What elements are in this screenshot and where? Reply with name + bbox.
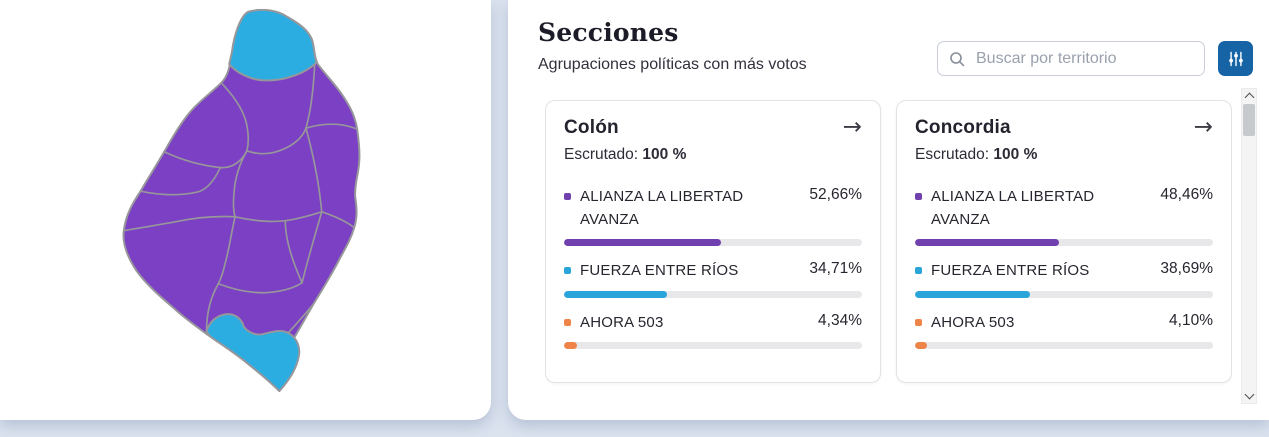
party-color-bullet <box>915 193 922 200</box>
party-bar <box>915 239 1213 246</box>
party-bar-fill <box>564 239 721 246</box>
arrow-right-icon[interactable]: → <box>842 114 862 140</box>
search-box[interactable] <box>937 41 1205 76</box>
party-name: FUERZA ENTRE RÍOS <box>580 262 739 279</box>
party-percent: 52,66% <box>809 186 862 203</box>
party-name: FUERZA ENTRE RÍOS <box>931 262 1090 279</box>
party-row: ALIANZA LA LIBERTAD AVANZA 48,46% <box>915 186 1213 246</box>
scroll-up-button[interactable] <box>1242 89 1256 103</box>
party-color-bullet <box>915 318 922 326</box>
vertical-scrollbar[interactable] <box>1241 88 1257 404</box>
map-department-cyan-north[interactable] <box>228 8 318 82</box>
party-color-bullet <box>915 267 922 274</box>
party-percent: 34,71% <box>809 260 862 277</box>
party-percent: 48,46% <box>1160 186 1213 203</box>
party-row: AHORA 503 4,10% <box>915 311 1213 349</box>
party-name: ALIANZA LA LIBERTAD AVANZA <box>580 188 744 228</box>
map-department-cyan-south[interactable] <box>205 313 301 393</box>
scrollbar-track[interactable] <box>1242 103 1256 389</box>
party-row: FUERZA ENTRE RÍOS 38,69% <box>915 260 1213 298</box>
party-percent: 4,10% <box>1169 311 1213 329</box>
map-panel <box>0 0 491 420</box>
chevron-up-icon <box>1244 92 1254 103</box>
party-row: ALIANZA LA LIBERTAD AVANZA 52,66% <box>564 186 862 246</box>
party-bar-fill <box>915 239 1060 246</box>
party-name: ALIANZA LA LIBERTAD AVANZA <box>931 188 1095 228</box>
party-color-bullet <box>564 267 571 274</box>
section-title: Concordia <box>915 116 1011 138</box>
page-subtitle: Agrupaciones políticas con más votos <box>538 56 807 73</box>
search-input[interactable] <box>974 48 1194 69</box>
escrutado-line: Escrutado: 100 % <box>564 146 687 163</box>
scrollbar-thumb[interactable] <box>1243 104 1255 136</box>
sliders-icon <box>1228 51 1243 66</box>
party-row: AHORA 503 4,34% <box>564 311 862 349</box>
party-name: AHORA 503 <box>580 313 664 331</box>
chevron-down-icon <box>1244 389 1254 400</box>
section-card-concordia[interactable]: Concordia → Escrutado: 100 % ALIANZA LA … <box>896 100 1232 383</box>
party-bar <box>564 342 862 349</box>
party-row: FUERZA ENTRE RÍOS 34,71% <box>564 260 862 298</box>
party-bar-fill <box>915 290 1031 298</box>
party-name: AHORA 503 <box>931 313 1015 331</box>
party-color-bullet <box>564 193 571 200</box>
section-card-colon[interactable]: Colón → Escrutado: 100 % ALIANZA LA LIBE… <box>545 100 881 383</box>
party-percent: 38,69% <box>1160 260 1213 277</box>
party-bar <box>915 342 1213 349</box>
party-color-bullet <box>564 318 571 326</box>
escrutado-line: Escrutado: 100 % <box>915 146 1038 163</box>
sections-scroll-area: Colón → Escrutado: 100 % ALIANZA LA LIBE… <box>545 88 1232 404</box>
party-bar <box>564 290 862 298</box>
party-bar-fill <box>915 342 928 349</box>
scroll-down-button[interactable] <box>1242 389 1256 403</box>
party-percent: 4,34% <box>818 311 862 329</box>
page-title: Secciones <box>538 18 679 47</box>
party-bar <box>915 290 1213 298</box>
party-bar <box>564 239 862 246</box>
secciones-panel: Secciones Agrupaciones políticas con más… <box>508 0 1269 420</box>
search-icon <box>950 51 965 66</box>
map-department-borders <box>122 60 359 334</box>
filter-button[interactable] <box>1218 41 1253 76</box>
party-bar-fill <box>564 342 577 349</box>
party-bar-fill <box>564 290 668 298</box>
entre-rios-map[interactable] <box>112 4 368 400</box>
section-title: Colón <box>564 116 619 138</box>
arrow-right-icon[interactable]: → <box>1193 114 1213 140</box>
